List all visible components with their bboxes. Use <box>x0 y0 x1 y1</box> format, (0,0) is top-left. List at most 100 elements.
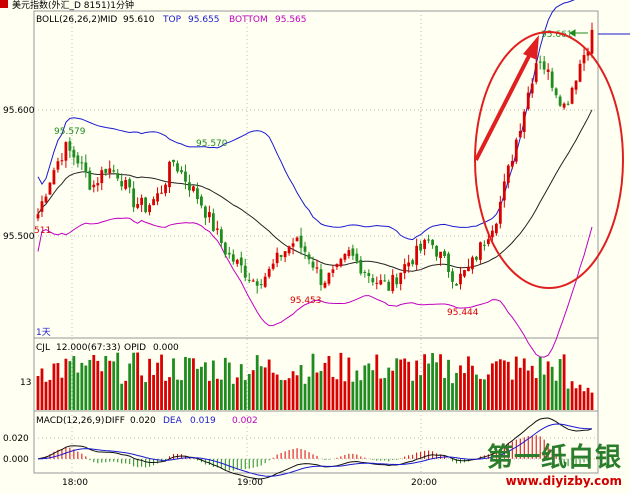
candle-body <box>64 142 68 161</box>
volume-bar <box>335 379 339 410</box>
candle-body <box>307 254 311 260</box>
volume-bar <box>211 360 215 410</box>
volume-bar <box>582 391 586 410</box>
candle-body <box>148 205 151 213</box>
candle-body <box>455 283 458 286</box>
volume-bar <box>311 353 315 410</box>
volume-bar <box>56 363 60 410</box>
volume-bar <box>120 383 124 410</box>
trend-arrow-icon <box>474 35 539 161</box>
volume-bar <box>239 364 243 410</box>
volume-bar <box>116 352 120 410</box>
macd-diff-value: 0.020 <box>130 416 156 426</box>
volume-bar <box>490 363 494 410</box>
candle-body <box>176 163 179 172</box>
volume-bar <box>371 370 375 410</box>
volume-bar <box>538 357 542 410</box>
candle-body <box>132 188 136 208</box>
candle-body <box>52 170 56 185</box>
menu-icon[interactable] <box>0 0 8 8</box>
volume-bar <box>363 365 367 410</box>
macd-dea-value: 0.019 <box>190 416 216 426</box>
candle-body <box>251 280 255 282</box>
candle-body <box>459 273 462 285</box>
candle-body <box>180 170 183 173</box>
volume-bar <box>40 368 44 410</box>
candle-body <box>367 273 371 277</box>
volume-bar <box>48 379 52 410</box>
volume-bar <box>88 359 92 410</box>
boll-top-value: 95.655 <box>188 15 220 25</box>
xtick-1800: 18:00 <box>62 478 88 488</box>
candle-body <box>108 168 112 174</box>
candle-body <box>140 197 144 205</box>
volume-bar <box>355 370 359 410</box>
candle-body <box>56 161 60 170</box>
candle-body <box>104 169 108 173</box>
volume-bar <box>407 361 411 410</box>
macd-indicator: MACD(12,26,9) <box>36 416 104 426</box>
volume-bar <box>207 380 211 410</box>
volume-bar <box>235 377 239 410</box>
candle-body <box>144 197 148 213</box>
candle-body <box>156 193 159 202</box>
volume-bar <box>168 377 171 410</box>
volume-bar <box>570 381 574 410</box>
volume-bar <box>275 374 279 410</box>
candle-body <box>554 88 558 96</box>
candle-body <box>427 239 430 241</box>
candle-body <box>327 272 331 284</box>
candle-body <box>391 274 395 292</box>
volume-bar <box>447 359 450 410</box>
volume-bar <box>566 388 570 410</box>
volume-bar <box>343 381 347 410</box>
candle-body <box>423 239 427 249</box>
volume-bar <box>255 355 259 410</box>
volume-bar <box>247 373 251 410</box>
volume-bar <box>196 368 199 410</box>
candle-body <box>399 272 403 285</box>
candle-body <box>84 162 88 173</box>
candle-body <box>36 214 40 219</box>
volume-bar <box>558 359 562 410</box>
volume-value: 12.000(67:33) <box>56 343 120 353</box>
volume-bar <box>251 370 255 410</box>
volume-bar <box>562 354 566 410</box>
annotation-high-95579: 95.579 <box>54 127 86 137</box>
candle-body <box>335 264 339 268</box>
candle-body <box>124 180 128 189</box>
volume-bar <box>439 354 442 410</box>
candle-body <box>383 280 387 282</box>
period-label: 1天 <box>36 328 51 338</box>
volume-bar <box>506 361 510 410</box>
candle-body <box>188 182 191 191</box>
volume-bar <box>156 362 159 410</box>
macd-hist-value: 0.002 <box>232 416 258 426</box>
candle-body <box>586 51 590 56</box>
volume-bar <box>140 375 144 410</box>
volume-bar <box>291 371 295 410</box>
candle-body <box>534 63 538 82</box>
boll-top-line <box>37 0 575 241</box>
volume-bar <box>227 362 231 410</box>
candle-body <box>387 281 391 291</box>
candle-body <box>546 69 550 72</box>
candle-body <box>235 259 239 264</box>
volume-bar <box>359 380 363 410</box>
candle-body <box>482 244 486 246</box>
volume-bar <box>287 378 291 410</box>
volume-bar <box>383 377 387 410</box>
candle-body <box>574 80 578 90</box>
candle-body <box>152 199 155 206</box>
volume-bar <box>112 361 116 410</box>
volume-bar <box>399 359 403 410</box>
volume-bar <box>451 383 454 410</box>
volume-bar <box>475 374 478 410</box>
candle-body <box>303 246 307 252</box>
volume-bar <box>215 378 219 410</box>
volume-bar <box>467 356 470 410</box>
candle-body <box>347 250 351 257</box>
candle-body <box>168 161 171 188</box>
volume-bar <box>92 354 96 410</box>
